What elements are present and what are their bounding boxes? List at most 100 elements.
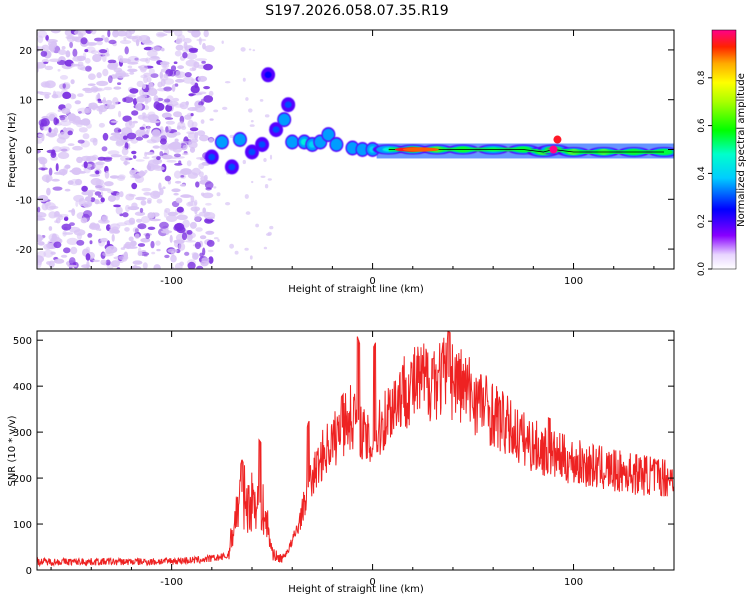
noise-speckle [129,169,137,175]
noise-speckle [225,202,231,206]
noise-speckle [86,42,97,46]
noise-speckle [158,182,162,191]
noise-speckle [195,227,203,232]
spectrogram-y-tick-label: 20 [19,46,32,57]
snr-axes: -100 0 100 0 100 200 300 400 500 [13,331,674,588]
spectrogram-x-tick-label: 0 [369,276,375,287]
ridge-point [204,149,219,165]
noise-speckle [175,197,183,204]
snr-y-tick-label: 100 [13,520,32,531]
noise-speckle [80,37,88,45]
ridge-point [365,142,380,157]
spectrogram-y-tick-label: -20 [16,245,32,256]
noise-speckle [99,49,108,54]
noise-speckle [66,34,76,43]
ridge-point [261,67,276,83]
noise-speckle [173,239,185,244]
noise-speckle [182,144,188,150]
noise-speckle [118,110,122,118]
noise-speckle [248,48,252,51]
snr-x-tick-label: -100 [160,577,183,588]
noise-speckle [133,155,137,159]
noise-speckle [119,191,124,198]
noise-speckle [96,72,102,79]
noise-speckle [182,219,190,228]
noise-speckle [156,156,161,161]
noise-speckle [127,206,140,211]
noise-speckle [171,188,181,193]
noise-speckle [127,55,140,64]
noise-speckle [172,131,181,136]
noise-speckle [251,180,254,184]
noise-speckle [48,167,53,176]
noise-speckle [189,221,197,229]
noise-speckle [40,118,50,127]
noise-speckle [165,229,170,235]
noise-speckle [86,46,96,53]
noise-speckle [107,75,113,84]
snr-y-tick-label: 200 [13,474,32,485]
noise-speckle [65,50,71,58]
noise-speckle [164,175,172,182]
noise-speckle [116,192,120,198]
noise-speckle [37,63,40,69]
noise-speckle [73,194,85,202]
noise-speckle [67,143,75,147]
noise-speckle [140,216,151,224]
noise-speckle [116,30,128,37]
noise-speckle [107,190,114,194]
ridge-point [214,134,229,150]
noise-speckle [146,197,152,202]
noise-speckle [173,111,182,118]
noise-speckle [138,131,145,136]
noise-speckle [157,33,168,37]
ridge-point [329,137,344,152]
noise-speckle [41,203,49,211]
noise-speckle [179,184,186,187]
noise-speckle [174,222,185,232]
noise-speckle [170,254,177,263]
noise-speckle [240,47,246,52]
noise-speckle [85,253,91,261]
noise-speckle [43,61,49,64]
noise-speckle [72,56,83,62]
noise-speckle [153,95,159,103]
noise-speckle [146,76,152,83]
noise-speckle [89,222,97,229]
noise-speckle [128,236,134,242]
noise-speckle [98,108,103,115]
noise-speckle [151,251,156,255]
noise-speckle [43,243,52,250]
noise-speckle [105,99,113,106]
noise-speckle [62,91,72,99]
noise-speckle [245,97,249,101]
noise-speckle [84,196,92,203]
noise-speckle [174,83,179,87]
snr-series-line [37,331,674,568]
noise-speckle [61,46,66,50]
noise-speckle [194,241,201,250]
noise-speckle [71,93,77,100]
noise-speckle [63,217,69,221]
noise-speckle [173,61,178,64]
noise-speckle [196,265,204,269]
noise-speckle [169,234,173,243]
noise-speckle [146,139,157,144]
noise-speckle [184,251,190,256]
noise-speckle [72,145,83,151]
noise-speckle [198,211,211,217]
noise-speckle [191,121,198,128]
noise-speckle [202,42,206,50]
snr-y-tick-label: 400 [13,382,32,393]
noise-speckle [132,227,139,233]
noise-speckle [269,154,273,160]
noise-speckle [152,158,163,165]
snr-y-tick-label: 500 [13,336,32,347]
noise-speckle [138,170,145,177]
noise-speckle [207,249,214,253]
noise-speckle [106,104,116,110]
noise-speckle [123,161,130,165]
noise-speckle [107,30,111,38]
noise-speckle [217,239,220,242]
